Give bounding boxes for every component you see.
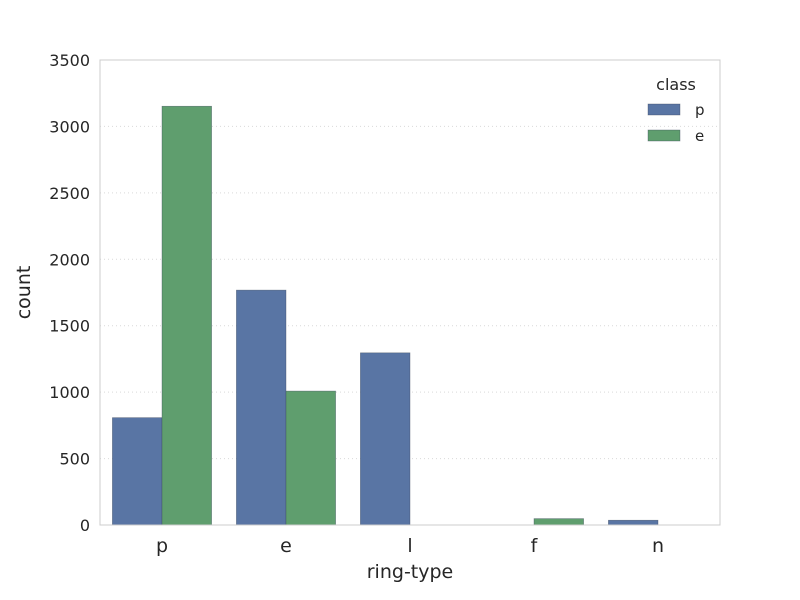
plot-frame [99,59,721,526]
bar-p-l [360,352,411,526]
legend-swatch-e [647,129,681,142]
y-tick-label: 0 [80,516,90,535]
y-tick-label: 1500 [49,317,90,336]
y-tick-label: 3500 [49,51,90,70]
y-tick-label: 2000 [49,250,90,269]
y-tick-label: 3000 [49,117,90,136]
x-axis-label: ring-type [367,561,454,583]
y-tick-labels: 0 500 1000 1500 2000 2500 3000 3500 [49,51,90,535]
y-tick-label: 1000 [49,383,90,402]
legend-label-e: e [695,127,704,145]
y-tick-label: 2500 [49,184,90,203]
x-tick-label: p [156,535,168,557]
bar-p-n [608,519,659,526]
legend: class pe [647,75,705,145]
legend-title: class [656,75,696,94]
grid-lines [100,125,720,460]
bars [112,105,659,526]
x-tick-label: n [652,535,664,557]
x-tick-label: e [280,535,292,557]
bar-e-p [161,105,212,526]
legend-swatch-p [647,103,681,116]
bar-p-p [112,417,163,526]
x-tick-label: l [407,535,412,557]
legend-label-p: p [695,101,705,119]
bar-e-e [285,390,336,526]
x-tick-label: f [531,535,539,557]
bar-e-f [533,518,584,526]
y-tick-label: 500 [59,450,90,469]
legend-items: pe [647,101,705,145]
bar-p-e [236,289,287,526]
y-axis-label: count [13,266,35,320]
